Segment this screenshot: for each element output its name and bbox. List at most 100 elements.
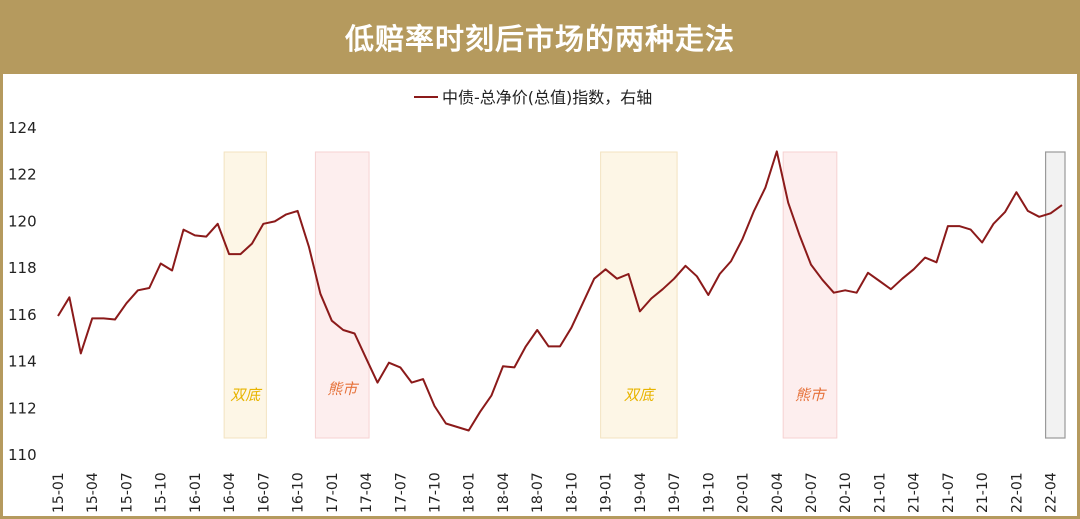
data-point-18-01 bbox=[468, 429, 470, 431]
y-tick-label: 122 bbox=[8, 166, 37, 184]
data-point-17-04 bbox=[365, 357, 367, 359]
data-point-20-01 bbox=[741, 238, 743, 240]
data-point-15-12 bbox=[182, 228, 184, 230]
data-point-21-10 bbox=[981, 241, 983, 243]
data-point-17-07 bbox=[399, 366, 401, 368]
data-point-21-09 bbox=[970, 228, 972, 230]
data-point-21-08 bbox=[958, 225, 960, 227]
y-tick-label: 116 bbox=[8, 306, 37, 324]
data-point-21-03 bbox=[901, 278, 903, 280]
data-point-16-08 bbox=[274, 220, 276, 222]
data-point-16-11 bbox=[308, 246, 310, 248]
data-point-22-05 bbox=[1061, 204, 1063, 206]
data-point-15-08 bbox=[137, 289, 139, 291]
x-tick-label: 19-07 bbox=[667, 472, 683, 513]
y-tick-label: 124 bbox=[8, 119, 37, 137]
x-tick-label: 16-01 bbox=[188, 472, 204, 513]
data-point-19-01 bbox=[604, 268, 606, 270]
data-point-19-09 bbox=[696, 275, 698, 277]
data-point-16-10 bbox=[296, 210, 298, 212]
data-point-21-05 bbox=[924, 256, 926, 258]
x-tick-label: 18-01 bbox=[462, 472, 478, 513]
x-tick-label: 15-01 bbox=[51, 472, 67, 513]
data-point-19-02 bbox=[616, 278, 618, 280]
x-tick-label: 19-04 bbox=[633, 472, 649, 513]
x-tick-label: 21-04 bbox=[907, 472, 923, 513]
data-point-18-10 bbox=[570, 327, 572, 329]
zone-yellow-0 bbox=[223, 151, 267, 439]
data-point-17-10 bbox=[433, 405, 435, 407]
data-point-17-11 bbox=[445, 422, 447, 424]
x-tick-label: 20-07 bbox=[804, 472, 820, 513]
data-point-21-06 bbox=[935, 261, 937, 263]
data-point-22-01 bbox=[1015, 191, 1017, 193]
data-point-18-05 bbox=[513, 366, 515, 368]
annotation-zones: 双底 熊市 双底 熊市 bbox=[223, 151, 1066, 439]
data-point-19-06 bbox=[662, 288, 664, 290]
data-point-17-12 bbox=[456, 426, 458, 428]
data-point-15-02 bbox=[68, 296, 70, 298]
data-point-20-11 bbox=[855, 292, 857, 294]
data-point-18-08 bbox=[547, 345, 549, 347]
data-point-20-04 bbox=[776, 150, 778, 152]
data-point-22-02 bbox=[1027, 210, 1029, 212]
data-point-15-09 bbox=[148, 287, 150, 289]
x-tick-label: 22-04 bbox=[1044, 472, 1060, 513]
series-line bbox=[57, 150, 1063, 432]
data-point-17-05 bbox=[376, 381, 378, 383]
data-point-22-04 bbox=[1049, 212, 1051, 214]
data-point-21-02 bbox=[890, 288, 892, 290]
data-point-19-04 bbox=[639, 310, 641, 312]
data-point-19-03 bbox=[627, 273, 629, 275]
x-tick-label: 20-04 bbox=[770, 472, 786, 513]
data-point-20-02 bbox=[753, 210, 755, 212]
data-point-16-06 bbox=[251, 242, 253, 244]
data-point-16-04 bbox=[228, 253, 230, 255]
data-point-20-08 bbox=[821, 279, 823, 281]
data-point-15-01 bbox=[57, 315, 59, 317]
data-point-17-09 bbox=[422, 378, 424, 380]
x-tick-label: 16-10 bbox=[291, 472, 307, 513]
zone-red-1 bbox=[314, 151, 370, 439]
data-point-18-02 bbox=[479, 411, 481, 413]
x-tick-label: 21-10 bbox=[975, 472, 991, 513]
x-tick-label: 17-10 bbox=[428, 472, 444, 513]
y-tick-label: 114 bbox=[8, 353, 37, 371]
data-point-15-04 bbox=[91, 317, 93, 319]
data-point-22-03 bbox=[1038, 216, 1040, 218]
x-tick-label: 21-07 bbox=[941, 472, 957, 513]
data-point-16-03 bbox=[217, 223, 219, 225]
data-point-19-08 bbox=[684, 265, 686, 267]
data-point-16-02 bbox=[205, 235, 207, 237]
zone-red-3 bbox=[782, 151, 838, 439]
x-tick-label: 20-10 bbox=[838, 472, 854, 513]
data-point-15-11 bbox=[171, 269, 173, 271]
data-point-16-09 bbox=[285, 213, 287, 215]
data-point-18-06 bbox=[525, 345, 527, 347]
x-tick-label: 18-10 bbox=[564, 472, 580, 513]
y-axis: 110 112 114 116 118 120 122 124 bbox=[8, 119, 37, 464]
data-point-19-07 bbox=[673, 278, 675, 280]
data-point-18-12 bbox=[593, 278, 595, 280]
data-point-21-04 bbox=[913, 268, 915, 270]
data-point-16-12 bbox=[319, 293, 321, 295]
data-point-19-12 bbox=[730, 260, 732, 262]
zone-label-2: 双底 bbox=[624, 386, 657, 404]
zone-label-1: 熊市 bbox=[327, 380, 359, 398]
data-point-20-09 bbox=[833, 292, 835, 294]
y-tick-label: 118 bbox=[8, 259, 37, 277]
data-point-17-01 bbox=[331, 320, 333, 322]
x-axis: 15-01 15-04 15-07 15-10 16-01 16-04 16-07 16-10… bbox=[51, 472, 1060, 513]
x-tick-label: 21-01 bbox=[872, 472, 888, 513]
x-tick-label: 20-01 bbox=[736, 472, 752, 513]
x-tick-label: 18-04 bbox=[496, 472, 512, 513]
x-tick-label: 17-04 bbox=[359, 472, 375, 513]
data-point-15-03 bbox=[80, 352, 82, 354]
data-point-19-10 bbox=[707, 294, 709, 296]
data-point-18-03 bbox=[490, 394, 492, 396]
data-point-17-02 bbox=[342, 329, 344, 331]
y-tick-label: 112 bbox=[8, 399, 37, 417]
data-point-19-11 bbox=[719, 273, 721, 275]
data-point-21-01 bbox=[878, 280, 880, 282]
